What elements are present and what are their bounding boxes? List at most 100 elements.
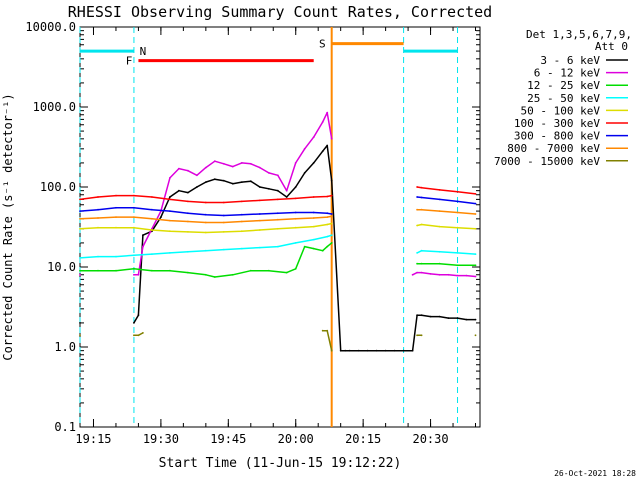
data-point	[178, 167, 180, 170]
data-point	[187, 250, 189, 253]
data-point	[249, 162, 252, 165]
data-point	[312, 247, 315, 250]
data-point	[321, 249, 324, 252]
data-point	[312, 211, 315, 214]
data-point	[438, 198, 441, 201]
data-point	[240, 213, 243, 216]
data-point	[384, 349, 387, 352]
data-point	[416, 252, 418, 254]
data-point	[258, 213, 261, 215]
annotations: F S N	[79, 27, 459, 427]
data-point	[97, 269, 99, 272]
flare-flag-label: F	[126, 55, 133, 68]
y-tick-label: 10.0	[47, 260, 76, 274]
data-point	[456, 190, 459, 193]
data-point	[213, 160, 216, 163]
data-point	[133, 322, 135, 324]
data-point	[240, 247, 243, 250]
data-point	[276, 198, 279, 201]
data-point	[204, 249, 207, 252]
data-point	[187, 231, 189, 233]
data-point	[416, 314, 418, 317]
data-point	[294, 242, 297, 244]
data-point	[240, 220, 243, 223]
series-3	[79, 234, 477, 259]
data-point	[115, 194, 117, 197]
data-point	[474, 275, 477, 278]
data-point	[420, 262, 423, 265]
data-point	[258, 199, 261, 202]
sunset-flag-label: S	[319, 38, 326, 51]
data-point	[169, 198, 171, 201]
y-tick-label: 100.0	[40, 180, 76, 194]
data-point	[79, 322, 81, 324]
data-point	[204, 201, 207, 204]
data-point	[231, 165, 234, 168]
x-tick-label: 20:15	[345, 432, 381, 446]
data-point	[187, 169, 189, 172]
data-point	[474, 253, 477, 256]
data-point	[276, 218, 279, 221]
data-point	[438, 315, 441, 318]
data-point	[258, 229, 261, 231]
data-point	[97, 196, 99, 198]
data-point	[267, 187, 270, 190]
data-point	[438, 189, 441, 191]
data-point	[222, 231, 225, 233]
data-point	[330, 222, 333, 225]
data-point	[330, 349, 333, 352]
data-point	[222, 179, 225, 182]
data-point	[79, 198, 81, 201]
series-5	[79, 186, 477, 204]
data-point	[142, 234, 144, 237]
data-point	[79, 227, 81, 230]
data-point	[151, 253, 153, 256]
data-point	[187, 212, 189, 215]
data-point	[240, 200, 243, 203]
x-tick-label: 20:00	[278, 432, 314, 446]
data-point	[330, 179, 333, 182]
data-point	[133, 206, 135, 209]
data-point	[133, 273, 135, 276]
data-point	[222, 162, 225, 165]
series-4	[79, 222, 477, 234]
data-point	[420, 196, 423, 199]
data-point	[294, 186, 297, 188]
data-point	[474, 227, 477, 230]
data-point	[137, 273, 140, 276]
data-point	[160, 216, 162, 219]
data-point	[321, 329, 324, 332]
data-point	[97, 217, 99, 219]
data-point	[151, 208, 153, 211]
data-point	[169, 177, 171, 179]
data-point	[420, 271, 423, 274]
night-label: N	[140, 45, 147, 58]
data-point	[169, 252, 171, 254]
data-point	[456, 317, 459, 319]
data-point	[393, 349, 396, 352]
chart-title: RHESSI Observing Summary Count Rates, Co…	[68, 3, 492, 21]
legend-entry-label: 12 - 25 keV	[527, 79, 600, 92]
series-6	[79, 196, 477, 217]
data-point	[438, 262, 441, 265]
data-point	[326, 235, 329, 238]
data-point	[137, 314, 140, 317]
legend-title: Det 1,3,5,6,7,9,	[526, 28, 632, 41]
data-point	[187, 200, 189, 203]
data-point	[276, 227, 279, 230]
data-point	[169, 219, 171, 222]
data-point	[187, 271, 189, 274]
data-point	[204, 221, 207, 224]
data-point	[312, 136, 315, 139]
y-axis-label: Corrected Count Rate (s⁻¹ detector⁻¹)	[1, 93, 15, 360]
data-point	[330, 234, 333, 237]
x-tick-label: 19:15	[75, 432, 111, 446]
data-point	[249, 180, 252, 183]
data-point	[326, 212, 329, 215]
data-point	[326, 111, 329, 114]
data-point	[231, 273, 234, 276]
data-point	[115, 269, 117, 272]
legend-entry-label: 25 - 50 keV	[527, 92, 600, 105]
data-point	[142, 332, 144, 334]
data-point	[326, 245, 329, 248]
